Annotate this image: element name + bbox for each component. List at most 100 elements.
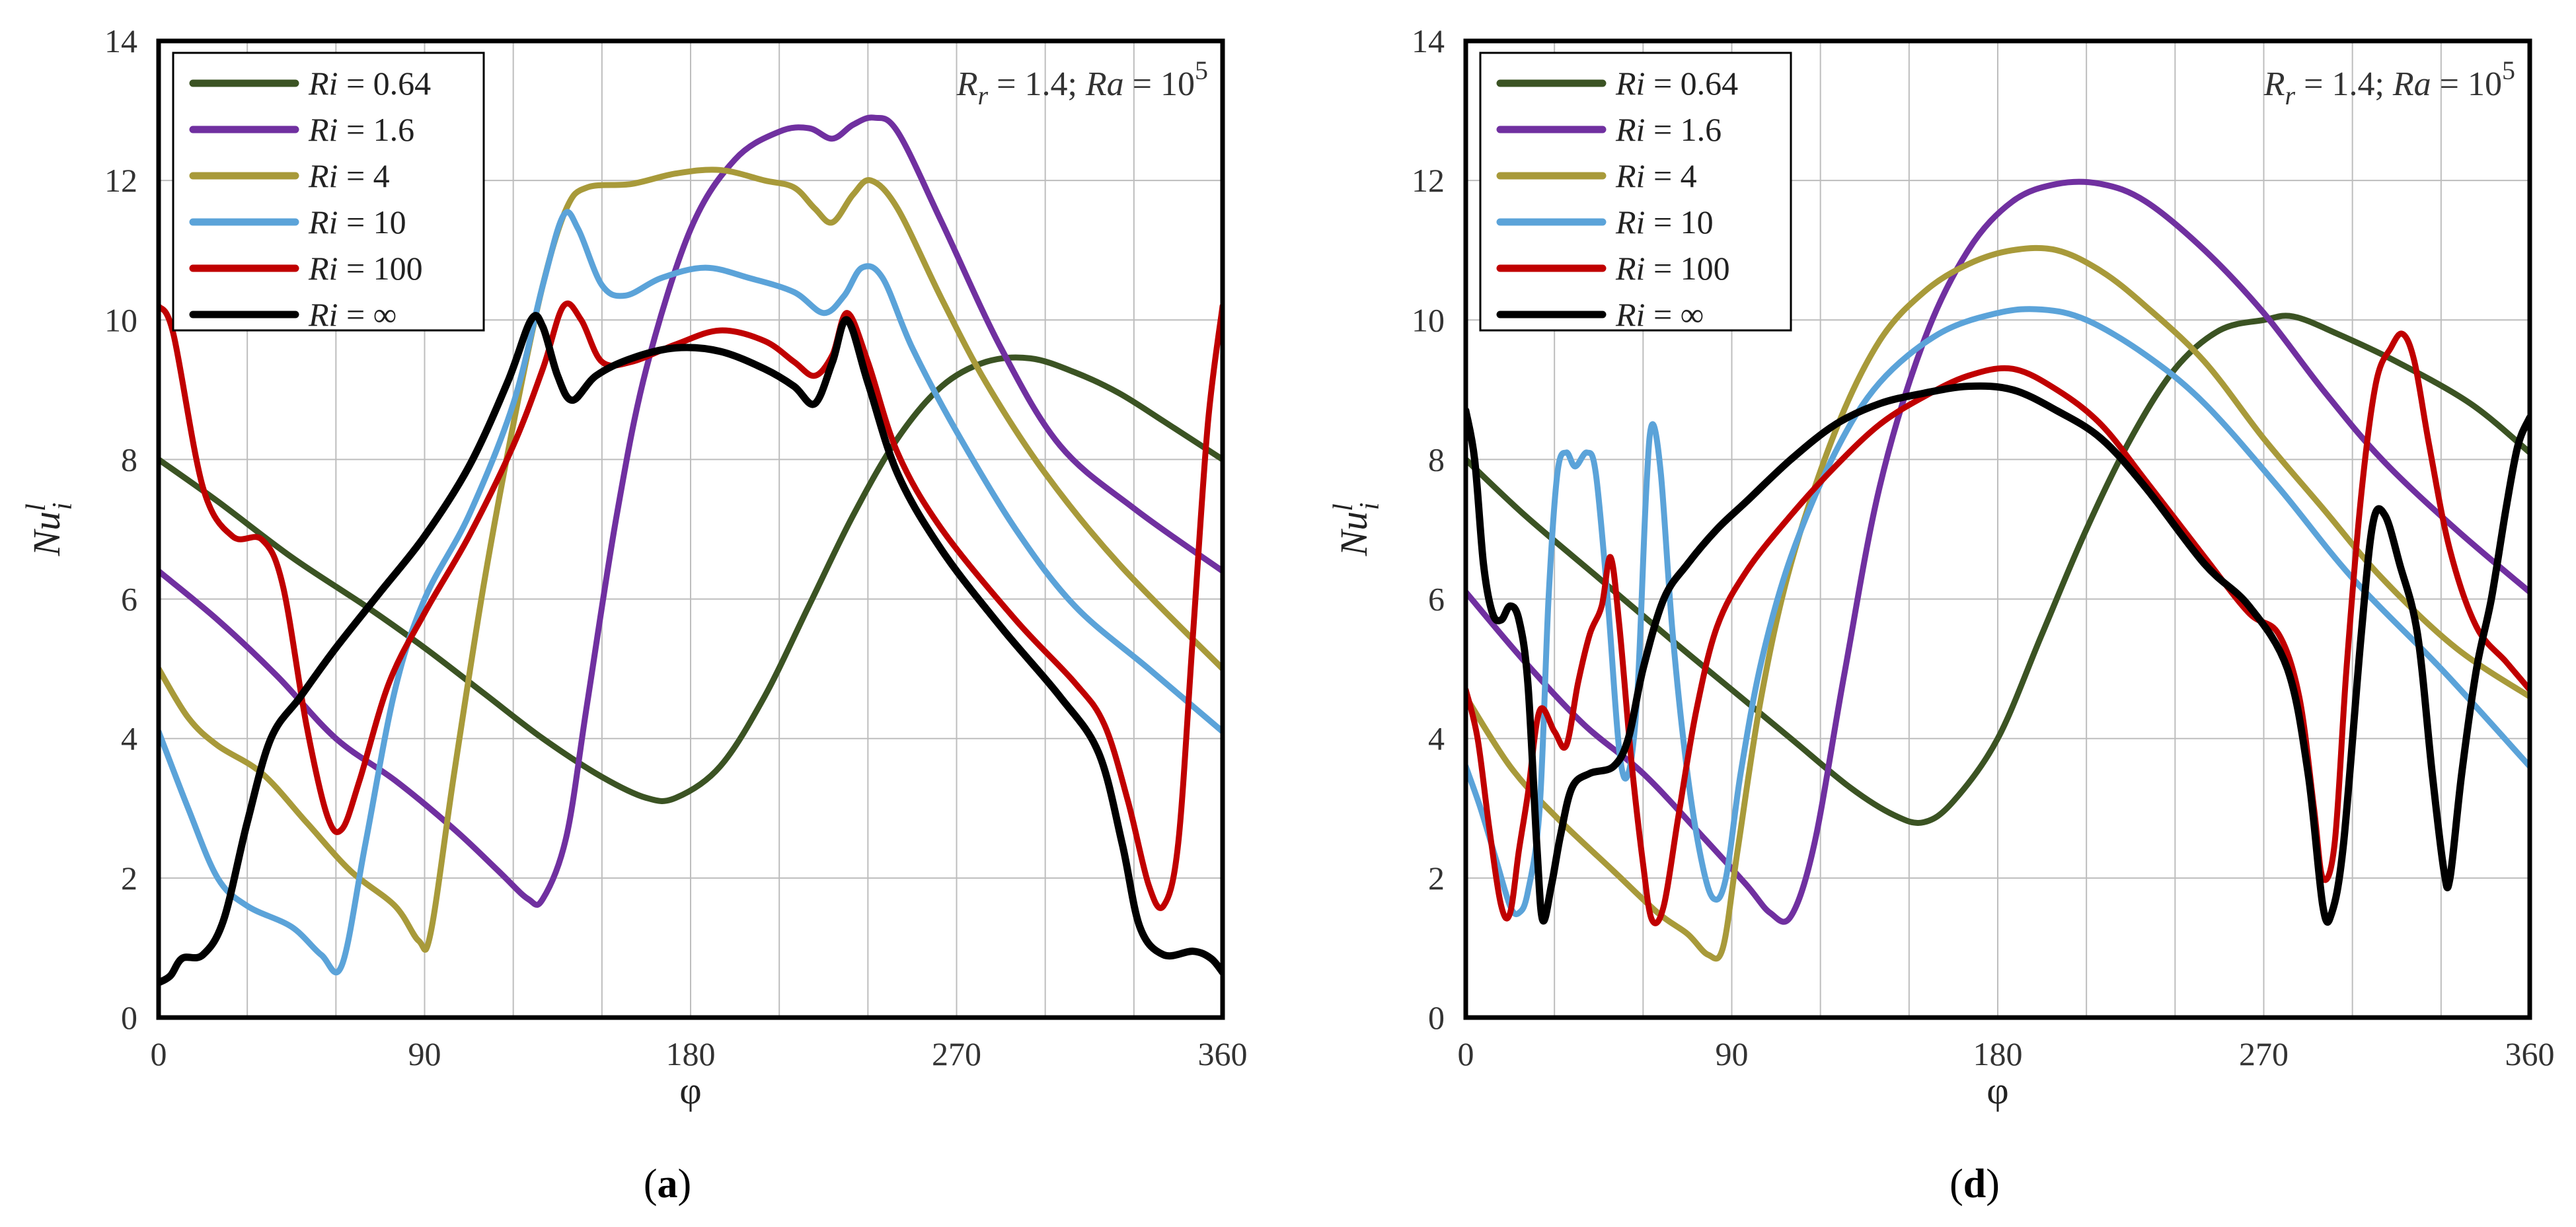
legend-entry-value: = 10 bbox=[1645, 204, 1713, 241]
y-tick-label: 0 bbox=[121, 999, 137, 1036]
y-tick-label: 14 bbox=[104, 22, 137, 59]
legend-entry-var: Ri bbox=[308, 111, 338, 148]
annotation-params: Rr = 1.4; Ra = 105 bbox=[2263, 56, 2515, 110]
x-tick-label: 90 bbox=[408, 1035, 441, 1072]
panel-label-paren: ) bbox=[678, 1162, 692, 1207]
x-tick-label: 270 bbox=[932, 1035, 981, 1072]
legend-entry-var: Ri bbox=[1615, 296, 1645, 333]
annotation-sub: r bbox=[2285, 81, 2296, 110]
annotation-value: = 1.4; bbox=[2295, 65, 2393, 103]
annotation-var: R bbox=[956, 65, 978, 103]
y-tick-label: 6 bbox=[1428, 581, 1445, 618]
annotation-sub: r bbox=[978, 81, 989, 110]
annotation-sup: 5 bbox=[2502, 56, 2515, 85]
y-tick-label: 10 bbox=[1412, 301, 1445, 338]
legend-entry: Ri = 1.6 bbox=[308, 111, 414, 148]
legend-entry-var: Ri bbox=[1615, 250, 1645, 287]
annotation-params: Rr = 1.4; Ra = 105 bbox=[956, 56, 1208, 110]
y-tick-label: 8 bbox=[1428, 441, 1445, 478]
annotation-value: = 1.4; bbox=[988, 65, 1086, 103]
series-line-5 bbox=[1466, 330, 2530, 926]
x-tick-label: 0 bbox=[151, 1035, 167, 1072]
legend-entry: Ri = 0.64 bbox=[308, 65, 431, 102]
legend-entry-value: = ∞ bbox=[338, 296, 397, 333]
panel-label: (a) bbox=[644, 1162, 691, 1207]
series-line-4 bbox=[1466, 306, 2530, 918]
annotation-var: R bbox=[2263, 65, 2285, 103]
y-tick-label: 10 bbox=[104, 301, 137, 338]
y-tick-label: 14 bbox=[1412, 22, 1445, 59]
y-axis-label-base: Nu bbox=[25, 511, 68, 557]
series-line-4 bbox=[159, 209, 1223, 976]
legend-box bbox=[1479, 52, 1792, 332]
y-axis-label-sub: i bbox=[1355, 502, 1385, 510]
series-line-5 bbox=[159, 300, 1223, 911]
legend-entry: Ri = 100 bbox=[1615, 250, 1730, 287]
legend-entry-value: = 1.6 bbox=[1645, 111, 1722, 148]
legend-entry: Ri = ∞ bbox=[1615, 296, 1704, 333]
x-tick-label: 0 bbox=[1458, 1035, 1474, 1072]
legend-entry: Ri = 4 bbox=[308, 157, 390, 194]
annotation-var: Ra bbox=[1085, 65, 1124, 103]
x-tick-label: 90 bbox=[1716, 1035, 1749, 1072]
y-axis-label-sub: i bbox=[48, 502, 78, 510]
series-line-3 bbox=[159, 167, 1223, 953]
x-tick-label: 360 bbox=[1198, 1035, 1248, 1072]
annotation-value: = 10 bbox=[2431, 65, 2502, 103]
x-axis-label: φ bbox=[679, 1069, 701, 1112]
y-tick-label: 2 bbox=[1428, 860, 1445, 897]
plot-frame bbox=[1463, 38, 2532, 1020]
legend-entry-var: Ri bbox=[308, 296, 338, 333]
panel-label-paren: ( bbox=[644, 1162, 658, 1207]
y-tick-label: 12 bbox=[1412, 162, 1445, 199]
panel-label-paren: ) bbox=[1986, 1162, 2000, 1207]
x-tick-label: 360 bbox=[2505, 1035, 2555, 1072]
legend-entry-var: Ri bbox=[308, 157, 338, 194]
legend-entry: Ri = 100 bbox=[308, 250, 423, 287]
legend-entry-var: Ri bbox=[308, 204, 338, 241]
y-tick-label: 6 bbox=[121, 581, 137, 618]
legend-entry-value: = 100 bbox=[1645, 250, 1729, 287]
annotation-var: Ra bbox=[2392, 65, 2431, 103]
y-axis-label: Nuli bbox=[21, 502, 78, 556]
legend-entry-var: Ri bbox=[308, 250, 338, 287]
y-axis-label-sup: l bbox=[21, 503, 52, 511]
legend-entry: Ri = 1.6 bbox=[1615, 111, 1722, 148]
legend-entry-var: Ri bbox=[308, 65, 338, 102]
y-tick-label: 4 bbox=[1428, 720, 1445, 757]
legend-entry-value: = 0.64 bbox=[1645, 65, 1738, 102]
legend-entry: Ri = 10 bbox=[1615, 204, 1714, 241]
legend-entry-var: Ri bbox=[1615, 111, 1645, 148]
x-tick-label: 180 bbox=[1973, 1035, 2023, 1072]
legend-entry: Ri = 0.64 bbox=[1615, 65, 1738, 102]
series-lines bbox=[1466, 178, 2530, 962]
series-line-3 bbox=[1466, 244, 2530, 962]
y-axis-label-base: Nu bbox=[1332, 511, 1375, 557]
legend-entry-value: = 10 bbox=[338, 204, 406, 241]
legend-entry-value: = 100 bbox=[338, 250, 422, 287]
y-axis-label-sup: l bbox=[1328, 503, 1359, 511]
series-lines bbox=[159, 114, 1223, 986]
annotation-value: = 10 bbox=[1124, 65, 1195, 103]
legend-entry-value: = 1.6 bbox=[338, 111, 414, 148]
legend-box bbox=[172, 52, 485, 332]
legend-entry-var: Ri bbox=[1615, 65, 1645, 102]
panel-label-letter: d bbox=[1963, 1162, 1986, 1207]
legend-entry: Ri = 4 bbox=[1615, 157, 1697, 194]
legend-entry-var: Ri bbox=[1615, 204, 1645, 241]
series-line-6 bbox=[159, 312, 1223, 986]
x-tick-label: 180 bbox=[666, 1035, 716, 1072]
series-line-1 bbox=[159, 354, 1223, 804]
legend-entry-value: = ∞ bbox=[1645, 296, 1704, 333]
legend-entry: Ri = 10 bbox=[308, 204, 406, 241]
y-tick-label: 8 bbox=[121, 441, 137, 478]
legend-entry: Ri = ∞ bbox=[308, 296, 397, 333]
legend-entry-var: Ri bbox=[1615, 157, 1645, 194]
x-axis-label: φ bbox=[1987, 1069, 2008, 1112]
x-tick-label: 270 bbox=[2239, 1035, 2289, 1072]
series-line-6 bbox=[1466, 382, 2530, 926]
y-tick-label: 2 bbox=[121, 860, 137, 897]
y-axis-label: Nuli bbox=[1328, 502, 1385, 556]
